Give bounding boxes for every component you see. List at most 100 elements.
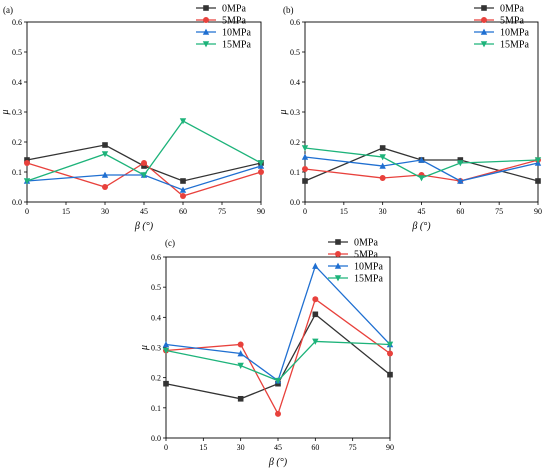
legend-label: 15MPa [354, 274, 383, 285]
data-point [302, 166, 308, 172]
data-point [163, 380, 169, 387]
y-tick-label: 0.4 [151, 313, 161, 322]
x-axis-ticks: 0 15 30 45 60 75 90 [164, 438, 394, 452]
legend-marker [481, 5, 487, 11]
legend-marker [203, 17, 209, 23]
y-tick-label: 0.0 [12, 198, 22, 207]
data-point [379, 145, 386, 151]
data-point [180, 178, 186, 184]
legend-label: 0MPa [500, 4, 524, 15]
x-tick-label: 0 [164, 443, 168, 452]
legend-label: 10MPa [222, 28, 251, 39]
data-point [312, 338, 319, 345]
x-tick-label: 60 [311, 443, 319, 452]
data-point [386, 341, 394, 348]
data-point [102, 184, 108, 190]
x-tick-label: 30 [237, 443, 245, 452]
data-point [312, 311, 319, 318]
y-axis-label: μ [139, 345, 150, 351]
chart-panel-3: 0 15 30 45 60 75 90 0.0 0.1 0.2 0.3 0.4 0.5 0.6 β (°) μ… [139, 238, 394, 469]
x-axis-label: β (°) [268, 457, 288, 468]
data-point [379, 162, 386, 169]
x-tick-label: 0 [25, 207, 29, 216]
data-point [301, 153, 309, 160]
data-point [534, 157, 542, 164]
data-point [457, 160, 464, 167]
y-tick-label: 0.2 [12, 138, 22, 147]
panel-label: (c) [165, 238, 175, 248]
x-tick-label: 75 [495, 207, 503, 216]
data-point [237, 341, 244, 348]
data-point [162, 341, 170, 348]
x-tick-label: 75 [218, 207, 226, 216]
x-tick-label: 45 [418, 207, 426, 216]
legend-marker [202, 41, 210, 48]
y-axis-ticks: 0.0 0.1 0.2 0.3 0.4 0.5 0.6 [290, 18, 305, 207]
data-point [179, 118, 187, 125]
data-point [101, 171, 109, 178]
chart-panel-2: 0 15 30 45 60 75 90 0.0 0.1 0.2 0.3 0.4 0.5 0.6 β (°) μ… [278, 4, 542, 233]
legend-label: 5MPa [354, 250, 378, 261]
x-tick-label: 15 [62, 207, 70, 216]
legend-marker [334, 262, 342, 269]
series-line [165, 298, 391, 416]
series-15MPa [162, 338, 394, 385]
legend-label: 0MPa [354, 238, 378, 249]
legend-marker [202, 28, 210, 35]
data-point [237, 350, 244, 357]
y-tick-label: 0.5 [12, 48, 22, 57]
x-axis-ticks: 0 15 30 45 60 75 90 [303, 202, 542, 216]
data-point [237, 362, 244, 369]
data-point [180, 193, 186, 199]
x-tick-label: 15 [340, 207, 348, 216]
data-point [379, 175, 386, 181]
y-tick-label: 0.2 [290, 138, 300, 147]
legend-marker [480, 28, 488, 35]
data-point [257, 160, 265, 167]
y-tick-label: 0.0 [290, 198, 300, 207]
data-point [301, 145, 309, 152]
data-point [24, 160, 30, 166]
series-15MPa [301, 145, 542, 182]
panel-label: (b) [283, 5, 294, 15]
y-tick-label: 0.3 [290, 108, 300, 117]
y-tick-label: 0.4 [290, 78, 300, 87]
legend-marker [480, 41, 488, 48]
legend-label: 15MPa [500, 40, 529, 51]
data-point [457, 157, 464, 163]
x-tick-label: 45 [140, 207, 148, 216]
y-tick-label: 0.6 [290, 18, 300, 27]
chart-panel-1: 0 15 30 45 60 75 90 0.0 0.1 0.2 0.3 0.4 0.5 0.6 β (°) μ… [0, 4, 265, 233]
legend-label: 10MPa [500, 28, 529, 39]
x-axis-label: β (°) [411, 221, 431, 232]
data-point [535, 178, 541, 184]
series-15MPa [23, 118, 265, 185]
x-tick-label: 90 [534, 207, 542, 216]
x-tick-label: 90 [386, 443, 394, 452]
legend-marker [335, 251, 341, 257]
x-tick-label: 30 [101, 207, 109, 216]
y-tick-label: 0.3 [151, 344, 161, 353]
y-tick-label: 0.6 [12, 18, 22, 27]
legend-marker [203, 5, 209, 11]
series-5MPa [24, 160, 264, 199]
legend-label: 5MPa [222, 16, 246, 27]
data-point [379, 154, 386, 161]
legend-label: 15MPa [222, 40, 251, 51]
data-point [23, 178, 31, 185]
x-tick-label: 90 [257, 207, 265, 216]
y-tick-label: 0.1 [290, 168, 300, 177]
y-axis-label: μ [0, 109, 11, 115]
data-point [102, 142, 108, 148]
x-tick-label: 60 [179, 207, 187, 216]
panel-label: (a) [3, 5, 13, 15]
x-tick-label: 45 [274, 443, 282, 452]
y-tick-label: 0.1 [151, 404, 161, 413]
data-point [274, 377, 282, 385]
y-axis-ticks: 0.0 0.1 0.2 0.3 0.4 0.5 0.6 [12, 18, 27, 207]
data-point [387, 371, 393, 378]
